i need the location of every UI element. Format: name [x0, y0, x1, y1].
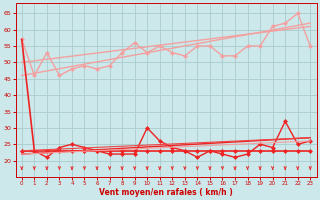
X-axis label: Vent moyen/en rafales ( km/h ): Vent moyen/en rafales ( km/h ) — [99, 188, 233, 197]
